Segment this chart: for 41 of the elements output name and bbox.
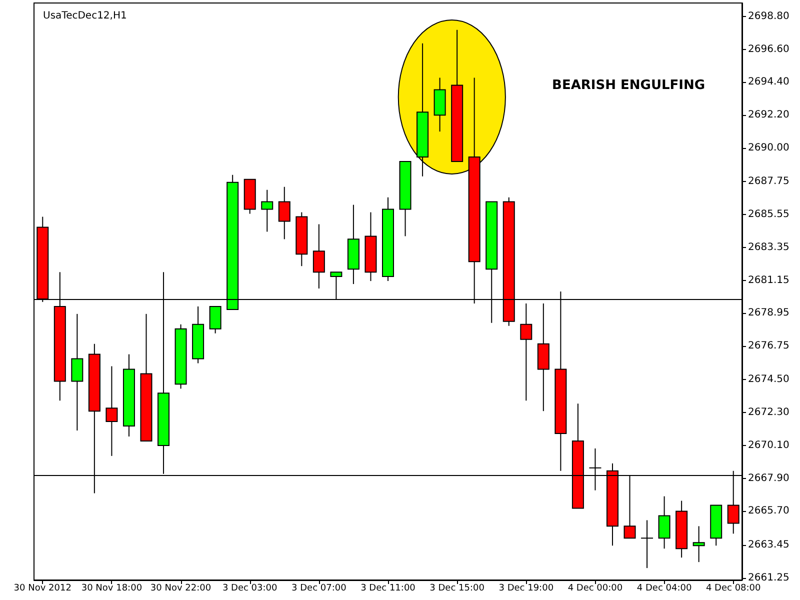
x-tick-label: 4 Dec 04:00: [636, 584, 692, 594]
y-tick-label: 2687.75: [748, 176, 790, 188]
candlestick: [278, 186, 290, 240]
annotation: BEARISH ENGULFING: [552, 78, 706, 93]
y-tick-label: 2694.40: [748, 76, 790, 88]
y-tick-label: 2672.30: [748, 407, 790, 418]
y-tick-label: 2692.20: [748, 110, 790, 121]
x-tick-label: 30 Nov 18:00: [81, 584, 142, 594]
y-tick-label: 2674.50: [748, 374, 790, 386]
y-tick-label: 2681.15: [748, 274, 790, 286]
candlestick: [658, 496, 670, 550]
text: UsaTecDec12,H1: [43, 10, 127, 22]
x-tick-label: 3 Dec 07:00: [292, 584, 347, 594]
x-tick-label: 3 Dec 15:00: [430, 584, 485, 594]
x-tick-label: 30 Nov 22:00: [150, 584, 212, 594]
candlestick: [641, 520, 654, 569]
y-tick-label: 2667.90: [748, 472, 790, 484]
candlestick: [312, 224, 325, 290]
y-tick-label: 2690.00: [748, 142, 790, 154]
candlestick: [692, 526, 705, 563]
x-tick-label: 3 Dec 03:00: [222, 584, 278, 594]
y-tick-label: 2683.35: [748, 242, 790, 253]
x-tick-label: 4 Dec 00:00: [568, 584, 623, 594]
x-tick-label: 4 Dec 08:00: [706, 584, 762, 594]
candlestick: [71, 313, 84, 432]
y-tick-label: 2678.95: [748, 308, 790, 319]
y-tick-label: 2665.70: [748, 506, 790, 517]
y-tick-label: 2698.80: [748, 10, 790, 22]
y-tick-label: 2661.25: [748, 572, 790, 584]
y-tick-label: 2676.75: [748, 340, 790, 352]
x-tick-label: 30 Nov 2012: [14, 584, 72, 594]
y-tick-label: 2663.45: [748, 539, 790, 550]
y-tick-label: 2685.55: [748, 209, 790, 220]
x-tick-label: 3 Dec 19:00: [498, 584, 554, 594]
candlestick: [261, 189, 274, 232]
y-tick-label: 2696.60: [748, 44, 790, 55]
candlestick: [520, 302, 532, 402]
y-tick-label: 2670.10: [748, 440, 790, 451]
candlestick: [106, 366, 118, 456]
x-tick-label: 3 Dec 11:00: [360, 584, 416, 594]
candlestick: [209, 306, 222, 334]
